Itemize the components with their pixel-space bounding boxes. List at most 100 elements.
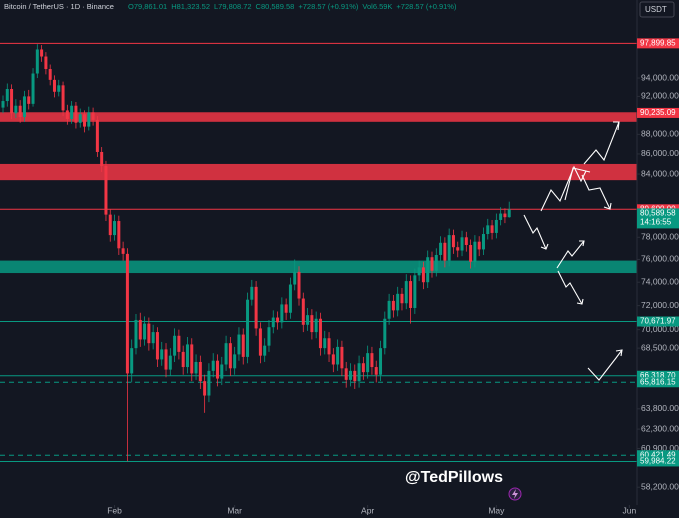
candle-body xyxy=(177,335,181,352)
candle-body xyxy=(100,151,104,166)
level-label-box xyxy=(637,316,679,327)
candle-body xyxy=(237,334,241,355)
candle-body xyxy=(181,351,185,368)
candle-body xyxy=(22,96,26,118)
zone xyxy=(0,113,637,122)
currency-box xyxy=(639,1,675,18)
candle-body xyxy=(164,349,168,370)
level-label-box xyxy=(637,377,679,388)
candle-body xyxy=(194,361,198,374)
plot-area xyxy=(0,42,637,462)
candle-body xyxy=(387,300,391,319)
candle-body xyxy=(138,319,142,340)
x-tick-label: Mar xyxy=(227,505,242,515)
y-tick-label: 78,000.00 xyxy=(641,232,679,242)
candle-body xyxy=(490,225,494,233)
level-label: 60,421.49 xyxy=(640,450,676,459)
candle-body xyxy=(318,318,322,349)
candle-body xyxy=(44,56,48,70)
header-stat: L79,808.72 xyxy=(214,2,252,11)
candle-body xyxy=(263,345,267,356)
candle-body xyxy=(65,110,69,119)
candle-body xyxy=(185,344,189,368)
arrow-head xyxy=(615,349,623,357)
candle-body xyxy=(481,234,485,250)
candle-body xyxy=(293,271,297,285)
annotation-arrows xyxy=(523,121,623,381)
candle-body xyxy=(494,219,498,233)
candle-body xyxy=(121,248,125,254)
arrow-path xyxy=(523,214,547,250)
header-stat: O79,861.01 xyxy=(128,2,167,11)
candle-body xyxy=(404,281,408,304)
level-label: 65,816.15 xyxy=(640,377,676,386)
candle-body xyxy=(391,300,395,311)
candle-body xyxy=(203,381,207,396)
arrow-path xyxy=(581,174,611,210)
candle-body xyxy=(443,242,447,261)
y-tick-label: 68,500.00 xyxy=(641,342,679,352)
arrow-head xyxy=(579,240,585,247)
y-tick-label: 70,000.00 xyxy=(641,324,679,334)
candle-body xyxy=(374,367,378,375)
arrow-head xyxy=(613,121,620,131)
candle-body xyxy=(267,327,271,346)
x-tick-label: May xyxy=(488,505,505,515)
candle-body xyxy=(331,354,335,365)
candle-body xyxy=(447,235,451,261)
y-tick-label: 72,000.00 xyxy=(641,300,679,310)
candle-body xyxy=(134,319,138,349)
y-tick-label: 94,000.00 xyxy=(641,72,679,82)
candle-body xyxy=(160,349,164,360)
candle-body xyxy=(473,241,477,262)
level-label: 59,984.22 xyxy=(640,457,676,466)
candle-body xyxy=(464,237,468,245)
candle-body xyxy=(271,317,275,328)
y-tick-label: 63,800.00 xyxy=(641,403,679,413)
candle-body xyxy=(198,361,202,382)
candle-body xyxy=(370,353,374,368)
candle-body xyxy=(310,315,314,333)
candle-body xyxy=(276,317,280,323)
candle-body xyxy=(426,257,430,283)
candle-body xyxy=(439,242,443,255)
candle-body xyxy=(451,235,455,248)
candle-body xyxy=(48,69,52,80)
candle-body xyxy=(344,368,348,380)
y-tick-label: 88,000.00 xyxy=(641,129,679,139)
last-price-box xyxy=(637,208,679,229)
candle-body xyxy=(216,360,219,379)
candle-body xyxy=(104,165,108,215)
y-tick-label: 76,000.00 xyxy=(641,254,679,264)
candle-body xyxy=(27,96,31,104)
candle-body xyxy=(147,323,151,344)
candle-body xyxy=(31,73,35,104)
arrow-head xyxy=(603,202,612,210)
candle-body xyxy=(211,360,215,371)
countdown: 14:16:55 xyxy=(640,218,672,227)
candle-body xyxy=(284,304,288,313)
header-stat: C80,589.58 xyxy=(256,2,295,11)
candle-body xyxy=(151,332,155,344)
y-tick-label: 92,000.00 xyxy=(641,91,679,101)
candle-body xyxy=(52,79,56,92)
watermark: @TedPillows xyxy=(405,469,503,486)
candle-body xyxy=(220,364,224,379)
candle-body xyxy=(233,354,237,369)
candle-body xyxy=(327,338,331,355)
header-stat: Vol6.59K xyxy=(362,2,392,11)
candle-body xyxy=(348,370,352,380)
candle-body xyxy=(353,370,357,382)
candle-body xyxy=(87,112,91,127)
level-label-box xyxy=(637,370,679,381)
candle-body xyxy=(258,328,262,356)
symbol: Bitcoin / TetherUS · 1D · Binance xyxy=(4,2,114,11)
candle-body xyxy=(143,323,147,340)
header-stat: +728.57 (+0.91%) xyxy=(298,2,359,11)
candle-body xyxy=(224,343,228,365)
y-tick-label: 84,000.00 xyxy=(641,168,679,178)
y-tick-label: 86,000.00 xyxy=(641,148,679,158)
candle-body xyxy=(254,286,258,329)
candle-body xyxy=(413,275,417,308)
